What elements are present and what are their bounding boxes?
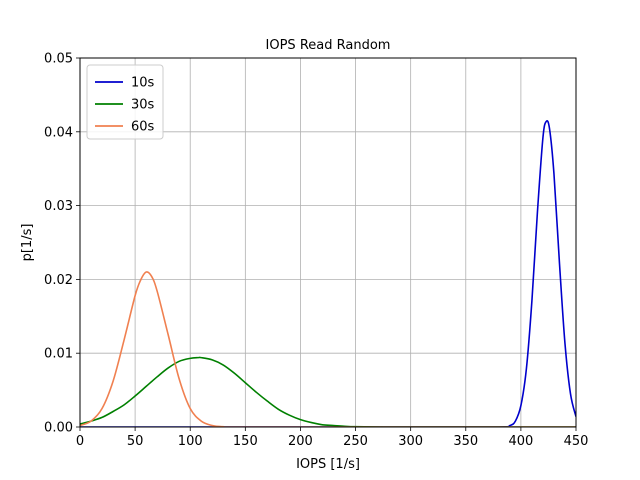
x-tick-label: 300 — [398, 434, 423, 449]
legend-label-10s: 10s — [131, 76, 155, 91]
plot-frame — [79, 57, 577, 428]
legend-box — [86, 64, 164, 140]
x-tick-label: 200 — [288, 434, 313, 449]
x-tick-label: 400 — [508, 434, 533, 449]
y-axis-label: p[1/s] — [20, 224, 35, 262]
x-tick-label: 350 — [453, 434, 478, 449]
series-line-10s — [80, 119, 576, 427]
y-tick-label: 0.01 — [44, 347, 73, 362]
legend-label-30s: 30s — [131, 98, 155, 113]
y-tick-label: 0.02 — [44, 273, 73, 288]
y-tick-label: 0.05 — [44, 52, 73, 67]
ticks: 0 50 100 150 200 250 300 350 400 450 0.00 0.01 0.02 0… — [44, 52, 588, 450]
series-line-30s — [80, 356, 576, 427]
legend-label-60s: 60s — [131, 120, 155, 135]
x-tick-label: 250 — [343, 434, 368, 449]
chart-title: IOPS Read Random — [266, 38, 391, 53]
x-tick-label: 50 — [127, 434, 144, 449]
y-tick-label: 0.03 — [44, 199, 73, 214]
y-tick-label: 0.00 — [44, 421, 73, 436]
x-tick-label: 0 — [76, 434, 84, 449]
x-tick-label: 450 — [564, 434, 589, 449]
x-axis-label: IOPS [1/s] — [296, 457, 360, 472]
y-tick-label: 0.04 — [44, 125, 73, 140]
x-tick-label: 100 — [178, 434, 203, 449]
legend: 10s 30s 60s — [86, 64, 164, 140]
x-tick-label: 150 — [233, 434, 258, 449]
